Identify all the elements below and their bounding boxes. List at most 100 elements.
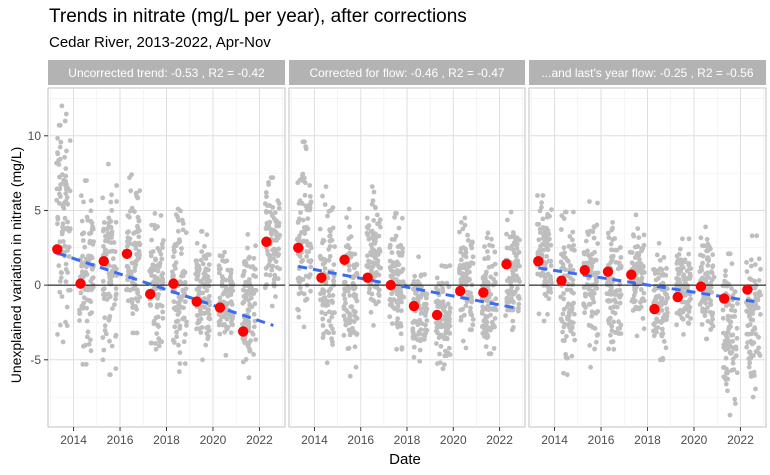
data-point — [177, 305, 183, 311]
data-point — [635, 226, 641, 232]
data-point — [300, 139, 306, 145]
data-point — [300, 172, 305, 178]
data-point — [125, 213, 131, 219]
data-point — [609, 247, 614, 253]
data-point — [710, 263, 716, 269]
data-point — [617, 287, 623, 293]
data-point — [113, 292, 119, 298]
data-point — [87, 238, 93, 244]
data-point — [734, 335, 740, 341]
data-point — [733, 401, 738, 406]
data-point — [220, 322, 226, 328]
data-point — [680, 265, 686, 270]
data-point — [79, 218, 85, 224]
data-point — [183, 331, 188, 337]
data-point — [111, 240, 117, 245]
data-point — [179, 246, 184, 251]
data-point — [641, 290, 647, 296]
data-point — [328, 286, 334, 292]
data-point — [134, 287, 139, 292]
data-point — [418, 273, 424, 279]
data-point — [341, 292, 347, 298]
data-point — [396, 225, 402, 231]
data-point — [354, 332, 360, 337]
data-point — [173, 307, 179, 313]
data-point — [749, 331, 754, 337]
data-point — [399, 268, 405, 274]
data-point — [101, 220, 107, 225]
data-point — [724, 341, 730, 347]
data-point — [401, 294, 407, 300]
annual-mean-point — [293, 242, 304, 253]
data-point — [320, 302, 326, 308]
data-point — [371, 298, 377, 304]
data-point — [510, 270, 516, 276]
data-point — [465, 292, 471, 298]
data-point — [608, 298, 613, 304]
data-point — [436, 299, 441, 305]
y-tick-label: 5 — [34, 203, 41, 217]
data-point — [247, 281, 253, 286]
data-point — [171, 299, 177, 304]
data-point — [86, 257, 92, 263]
data-point — [585, 229, 590, 235]
data-point — [78, 274, 83, 280]
data-point — [437, 324, 442, 330]
data-point — [608, 241, 614, 247]
data-point — [440, 366, 446, 372]
data-point — [371, 189, 377, 195]
data-point — [609, 339, 614, 345]
data-point — [700, 243, 705, 249]
data-point — [108, 224, 114, 230]
data-point — [201, 304, 206, 310]
data-point — [732, 289, 738, 295]
data-point — [514, 242, 519, 248]
data-point — [399, 346, 405, 352]
data-point — [153, 263, 159, 269]
data-point — [84, 297, 90, 303]
data-point — [485, 298, 490, 304]
data-point — [467, 269, 472, 275]
data-point — [723, 347, 728, 353]
data-point — [102, 323, 108, 329]
data-point — [108, 199, 114, 205]
data-point — [746, 301, 751, 306]
data-point — [182, 361, 188, 366]
data-point — [103, 331, 109, 337]
data-point — [326, 318, 332, 324]
annual-mean-point — [718, 293, 730, 304]
data-point — [134, 257, 140, 263]
data-point — [58, 275, 64, 281]
data-point — [88, 278, 94, 284]
data-point — [492, 324, 497, 330]
data-point — [204, 267, 210, 272]
data-point — [84, 334, 90, 340]
data-point — [732, 396, 738, 402]
data-point — [151, 321, 157, 327]
data-point — [749, 233, 755, 239]
data-point — [252, 318, 258, 324]
data-point — [55, 332, 60, 337]
data-point — [325, 302, 331, 308]
data-point — [561, 370, 566, 376]
data-point — [758, 266, 763, 272]
data-point — [205, 274, 211, 280]
data-point — [704, 336, 710, 342]
data-point — [728, 351, 734, 356]
data-point — [269, 303, 275, 309]
data-point — [267, 253, 273, 258]
data-point — [206, 307, 212, 313]
data-point — [681, 277, 687, 283]
data-point — [320, 261, 326, 267]
data-point — [558, 227, 564, 232]
data-point — [267, 258, 273, 264]
data-point — [585, 248, 590, 254]
data-point — [653, 277, 659, 283]
data-point — [225, 267, 231, 273]
data-point — [245, 343, 251, 349]
data-point — [734, 325, 740, 331]
data-point — [418, 327, 424, 333]
data-point — [343, 322, 349, 328]
data-point — [322, 202, 328, 208]
data-point — [468, 309, 473, 315]
